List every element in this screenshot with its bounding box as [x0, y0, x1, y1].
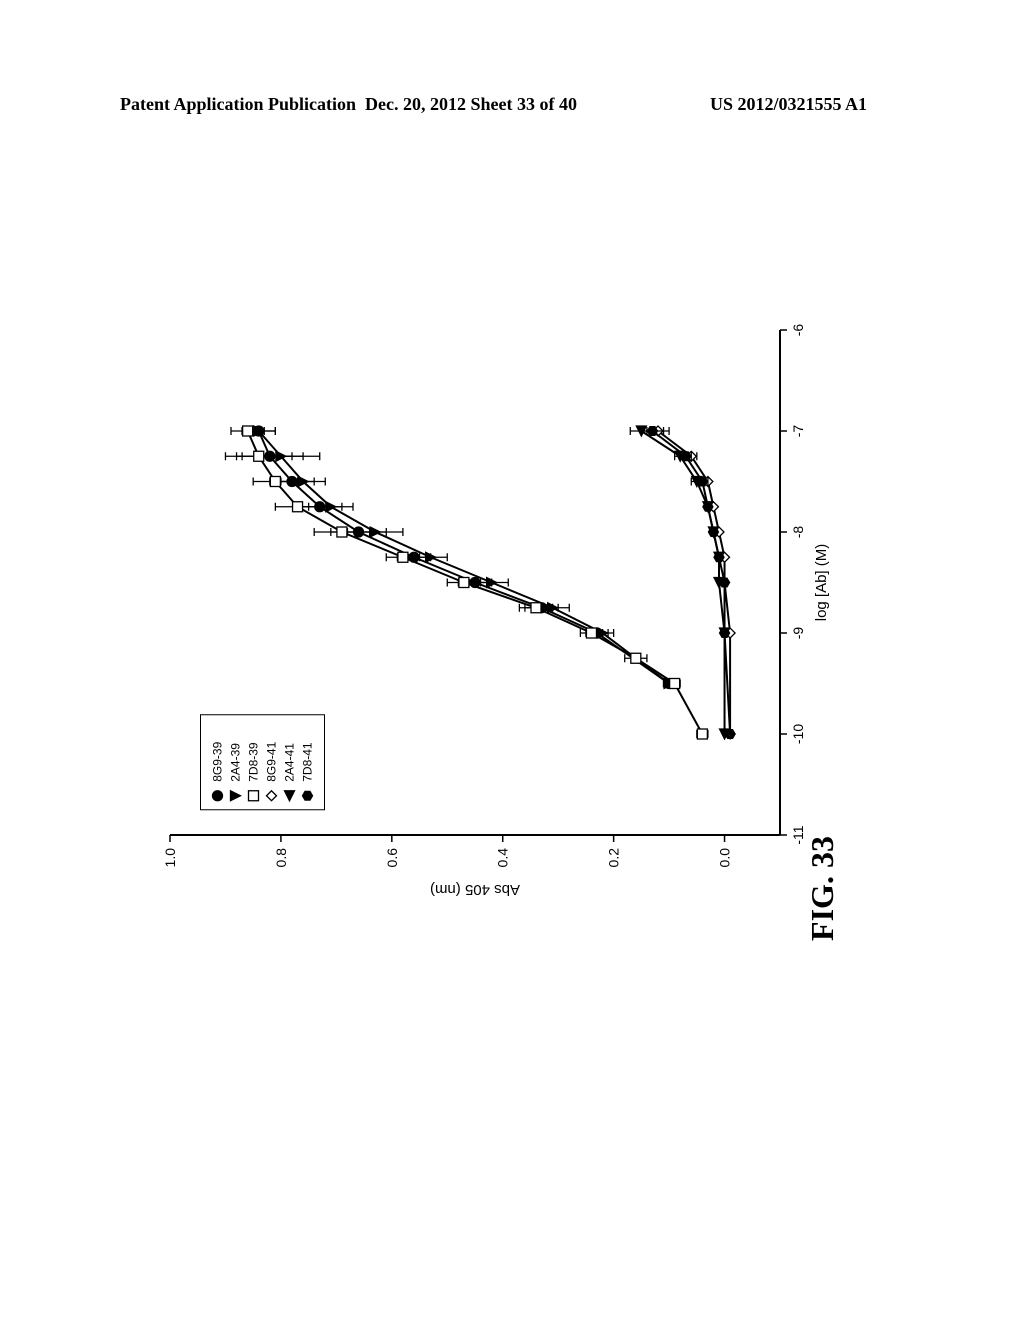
svg-text:log [Ab] (M): log [Ab] (M) — [813, 544, 830, 622]
series-2A4-39 — [242, 426, 675, 689]
svg-text:-10: -10 — [790, 724, 806, 744]
svg-text:0.6: 0.6 — [384, 848, 400, 868]
series-8G9-39 — [237, 426, 675, 689]
svg-text:Abs 405 (nm): Abs 405 (nm) — [430, 881, 520, 898]
svg-text:8G9-41: 8G9-41 — [265, 741, 279, 781]
figure-label: FIG. 33 — [804, 836, 841, 941]
svg-text:8G9-39: 8G9-39 — [211, 741, 225, 781]
series-7D8-39 — [225, 426, 707, 739]
header-sheet: Dec. 20, 2012 Sheet 33 of 40 — [365, 94, 577, 115]
header-pub: Patent Application Publication — [120, 94, 356, 115]
header-docnum: US 2012/0321555 A1 — [710, 94, 867, 115]
svg-text:0.0: 0.0 — [717, 848, 733, 868]
svg-text:2A4-39: 2A4-39 — [229, 743, 243, 782]
svg-text:2A4-41: 2A4-41 — [283, 743, 297, 782]
svg-text:1.0: 1.0 — [162, 848, 178, 868]
svg-text:-6: -6 — [790, 324, 806, 337]
svg-text:-9: -9 — [790, 627, 806, 640]
series-7D8-41 — [641, 427, 735, 739]
svg-text:0.8: 0.8 — [273, 848, 289, 868]
svg-text:-8: -8 — [790, 526, 806, 539]
chart-svg: 0.00.20.40.60.81.0-11-10-9-8-7-6Abs 405 … — [150, 310, 850, 910]
svg-text:7D8-39: 7D8-39 — [247, 742, 261, 782]
chart-container-rotated: 0.00.20.40.60.81.0-11-10-9-8-7-6Abs 405 … — [150, 310, 850, 910]
svg-text:-7: -7 — [790, 425, 806, 438]
svg-text:0.2: 0.2 — [606, 848, 622, 868]
svg-text:7D8-41: 7D8-41 — [301, 742, 315, 782]
svg-text:0.4: 0.4 — [495, 848, 511, 868]
